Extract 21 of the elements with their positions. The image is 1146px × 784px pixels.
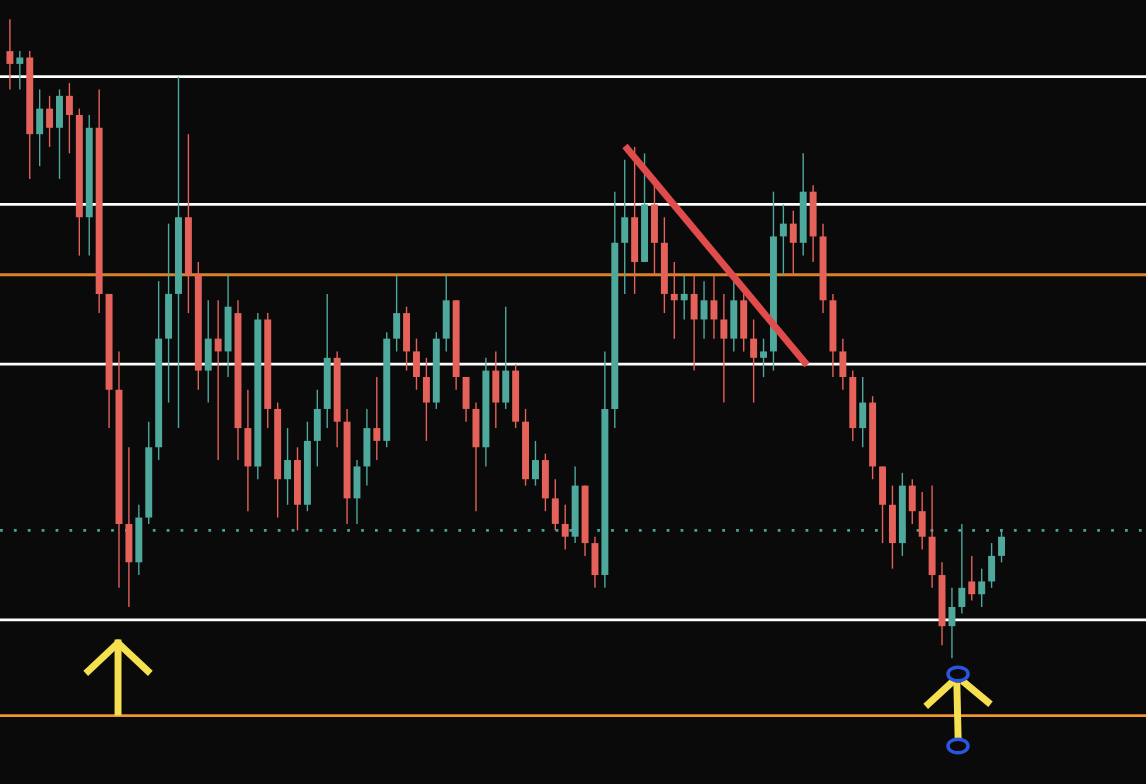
candlestick [680, 274, 688, 321]
candlestick [65, 82, 73, 155]
candlestick [948, 587, 956, 659]
candlestick [214, 299, 222, 461]
candlestick [968, 555, 976, 602]
candlestick [670, 261, 678, 340]
candlestick [6, 18, 14, 91]
candlestick [16, 50, 24, 91]
candlestick [779, 203, 787, 276]
candlestick [710, 274, 718, 340]
candlestick [978, 567, 986, 608]
candlestick [373, 376, 381, 461]
candlestick [46, 95, 54, 148]
candlestick [284, 427, 292, 506]
candlestick [750, 318, 758, 404]
candlestick [532, 440, 539, 487]
candlestick [720, 293, 728, 404]
candlestick [700, 280, 708, 340]
candlestick [760, 337, 768, 378]
candlestick [789, 210, 797, 276]
candlestick [561, 504, 569, 551]
